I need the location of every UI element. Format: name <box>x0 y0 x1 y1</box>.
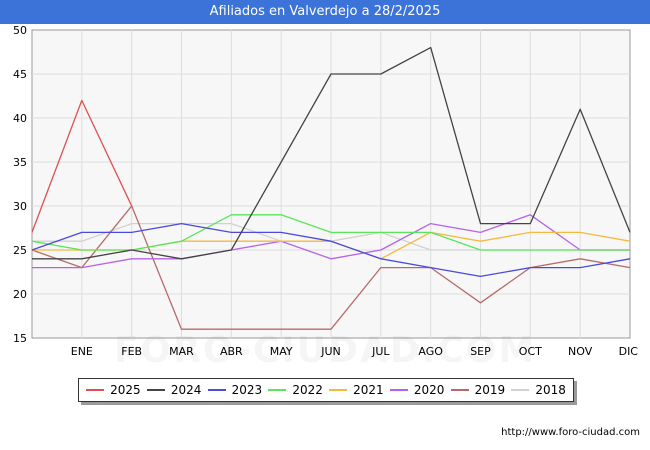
series-line-2025 <box>31 99 133 233</box>
legend-item-2019: 2019 <box>450 383 506 397</box>
x-tick-label: JUN <box>320 345 341 358</box>
legend-item-2024: 2024 <box>146 383 202 397</box>
source-link[interactable]: http://www.foro-ciudad.com <box>501 427 640 438</box>
legend-swatch <box>207 389 226 391</box>
legend-label: 2019 <box>474 383 506 397</box>
series-line-2024 <box>32 46 631 260</box>
series-line-2023 <box>31 222 631 278</box>
y-axis: 15 20 25 30 35 40 45 50 <box>13 24 27 345</box>
series-lines <box>31 46 631 330</box>
legend-label: 2023 <box>231 383 263 397</box>
legend-swatch <box>146 389 165 391</box>
y-tick-label: 20 <box>13 288 27 301</box>
legend-swatch <box>511 389 530 391</box>
legend-label: 2024 <box>170 383 202 397</box>
x-tick-label: FEB <box>121 345 142 358</box>
legend-item-2022: 2022 <box>268 383 323 397</box>
legend-label: 2022 <box>292 383 323 397</box>
x-tick-label: NOV <box>568 345 593 358</box>
x-tick-label: JUL <box>371 345 390 358</box>
y-tick-label: 25 <box>13 244 27 257</box>
legend-swatch <box>86 389 105 391</box>
legend-swatch <box>329 389 348 391</box>
y-tick-label: 35 <box>13 156 27 169</box>
legend-label: 2025 <box>110 383 141 397</box>
x-tick-label: MAR <box>169 345 194 358</box>
x-tick-label: MAY <box>270 345 293 358</box>
x-tick-label: ABR <box>220 345 243 358</box>
series-line-2020 <box>32 214 630 269</box>
legend-swatch <box>389 389 408 391</box>
x-tick-label: SEP <box>470 345 491 358</box>
legend-swatch <box>268 389 287 391</box>
y-tick-label: 45 <box>13 68 27 81</box>
legend-item-2021: 2021 <box>329 383 384 397</box>
x-tick-label: AGO <box>418 345 443 358</box>
x-tick-label: ENE <box>71 345 93 358</box>
legend-item-2025: 2025 <box>86 383 141 397</box>
legend-label: 2021 <box>353 383 384 397</box>
legend-item-2020: 2020 <box>389 383 445 397</box>
legend-item-2018: 2018 <box>511 383 566 397</box>
x-axis: ENE FEB MAR ABR MAY JUN JUL AGO SEP OCT NOV DIC <box>71 345 639 358</box>
legend-item-2023: 2023 <box>207 383 263 397</box>
y-tick-label: 30 <box>13 200 27 213</box>
y-tick-label: 40 <box>13 112 27 125</box>
legend-label: 2020 <box>413 383 445 397</box>
y-tick-label: 50 <box>13 24 27 37</box>
y-tick-label: 15 <box>13 332 27 345</box>
legend-label: 2018 <box>535 383 566 397</box>
x-tick-label: OCT <box>519 345 542 358</box>
chart-title: Afiliados en Valverdejo a 28/2/2025 <box>0 0 650 24</box>
legend-swatch <box>450 389 469 391</box>
x-tick-label: DIC <box>619 345 639 358</box>
legend: 2025 2024 2023 2022 2021 2020 2019 2018 <box>78 378 574 402</box>
